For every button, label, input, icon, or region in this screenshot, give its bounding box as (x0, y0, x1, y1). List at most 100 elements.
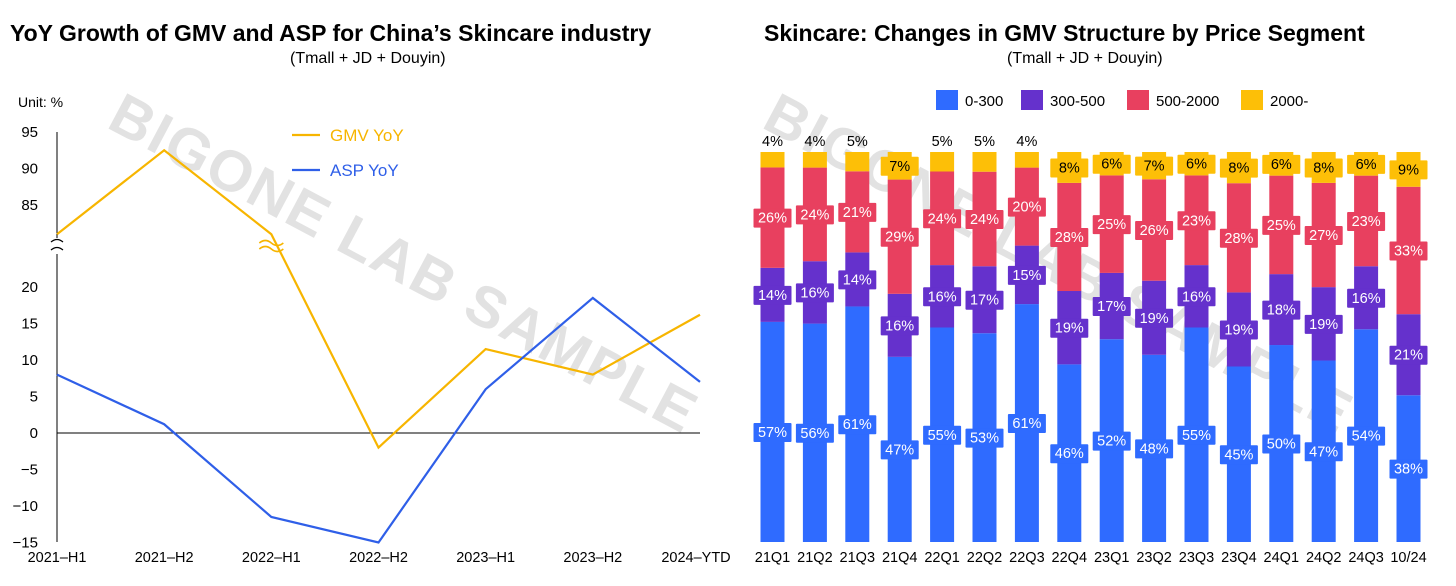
data-label: 45% (1224, 447, 1253, 463)
data-label-bg (1177, 287, 1216, 307)
data-label-bg (1092, 431, 1131, 451)
legend-swatch (1021, 90, 1043, 110)
data-label: 25% (1267, 218, 1296, 234)
data-label: 27% (1309, 228, 1338, 244)
data-label: 25% (1097, 217, 1126, 233)
y-tick-label: 95 (21, 124, 38, 141)
data-label-bg (1050, 444, 1089, 464)
data-label: 28% (1224, 231, 1253, 247)
data-label: 24% (928, 211, 957, 227)
data-label: 61% (843, 417, 872, 433)
data-label-bg (838, 415, 877, 435)
left-chart-subtitle: (Tmall + JD + Douyin) (290, 50, 446, 67)
data-label: 7% (889, 159, 910, 175)
data-label-bg (880, 156, 919, 176)
data-label-bg (1177, 425, 1216, 445)
stacked-bar-chart: 57% 14% 26% 4% 21Q1 56% 16% 24% 4% 21Q2 61% 14% 21% 5… (753, 90, 1428, 566)
data-label-bg (1389, 459, 1428, 479)
gmv-break-mark (258, 239, 284, 253)
data-label-bg (1177, 154, 1216, 174)
data-label: 16% (928, 289, 957, 305)
data-label: 33% (1394, 243, 1423, 259)
data-label: 28% (1055, 230, 1084, 246)
data-label: 56% (800, 426, 829, 442)
data-label-bg (1050, 227, 1089, 247)
data-label-bg (1347, 154, 1386, 174)
data-label: 21% (1394, 348, 1423, 364)
bar-segment (1014, 152, 1039, 168)
legend-label: GMV YoY (330, 126, 404, 145)
data-label-bg (965, 209, 1004, 229)
data-label: 8% (1313, 160, 1334, 176)
data-label-bg (1347, 288, 1386, 308)
data-label: 5% (932, 134, 953, 150)
x-tick-label: 22Q4 (1052, 550, 1087, 566)
data-label-bg (1135, 221, 1174, 240)
right-chart-title: Skincare: Changes in GMV Structure by Pr… (764, 20, 1365, 46)
data-label: 18% (1267, 303, 1296, 319)
legend-swatch (1241, 90, 1263, 110)
x-tick-label: 21Q3 (840, 550, 875, 566)
data-label: 16% (800, 285, 829, 301)
data-label: 23% (1182, 213, 1211, 229)
data-label: 5% (974, 134, 995, 150)
data-label: 8% (1059, 160, 1080, 176)
data-label-bg (1219, 445, 1258, 465)
data-label-bg (1389, 241, 1428, 261)
data-label-bg (1262, 215, 1301, 235)
y-tick-label: 15 (21, 316, 38, 333)
data-label: 46% (1055, 446, 1084, 462)
data-label-bg (1219, 158, 1258, 178)
x-tick-label: 2021–H1 (28, 550, 87, 566)
data-label-bg (1135, 308, 1174, 328)
data-label-bg (838, 270, 877, 290)
data-label: 4% (1016, 134, 1037, 150)
data-label-bg (1177, 211, 1216, 231)
asp-yoy-line (56, 296, 701, 544)
data-label: 16% (885, 318, 914, 334)
x-tick-label: 24Q2 (1306, 550, 1341, 566)
legend-label: 300-500 (1050, 93, 1105, 110)
data-label: 55% (928, 428, 957, 444)
data-label: 29% (885, 230, 914, 246)
data-label-bg (795, 423, 834, 443)
bar-segment (972, 152, 997, 172)
x-tick-label: 23Q2 (1136, 550, 1171, 566)
y-tick-label: −10 (13, 498, 38, 515)
data-label-bg (795, 205, 834, 225)
data-label-bg (923, 287, 962, 307)
x-tick-label: 2023–H2 (563, 550, 622, 566)
x-tick-label: 10/24 (1390, 550, 1426, 566)
x-tick-label: 24Q1 (1264, 550, 1299, 566)
y-tick-label: 90 (21, 161, 38, 178)
x-tick-label: 2022–H1 (242, 550, 301, 566)
data-label-bg (1262, 434, 1301, 454)
legend-label: 2000- (1270, 93, 1308, 110)
data-label-bg (965, 428, 1004, 448)
bar-segment (845, 152, 870, 172)
data-label: 24% (970, 212, 999, 228)
data-label-bg (1007, 265, 1046, 285)
data-label-bg (1092, 215, 1131, 235)
data-label-bg (880, 227, 919, 247)
data-label-bg (1347, 211, 1386, 231)
data-label-bg (880, 440, 919, 460)
legend-swatch (936, 90, 958, 110)
data-label: 19% (1224, 322, 1253, 338)
bar-segment (760, 152, 785, 168)
data-label: 6% (1101, 157, 1122, 173)
axis-break-mark (50, 238, 64, 251)
y-tick-label: −5 (21, 462, 38, 479)
y-tick-label: 10 (21, 352, 38, 369)
data-label-bg (1135, 156, 1174, 176)
legend-swatch (1127, 90, 1149, 110)
data-label: 4% (804, 134, 825, 150)
data-label-bg (1304, 226, 1343, 246)
data-label: 5% (847, 134, 868, 150)
data-label-bg (1262, 154, 1301, 174)
data-label: 61% (1012, 416, 1041, 432)
data-label: 21% (843, 205, 872, 221)
legend-label: 0-300 (965, 93, 1003, 110)
data-label-bg (1347, 426, 1386, 446)
